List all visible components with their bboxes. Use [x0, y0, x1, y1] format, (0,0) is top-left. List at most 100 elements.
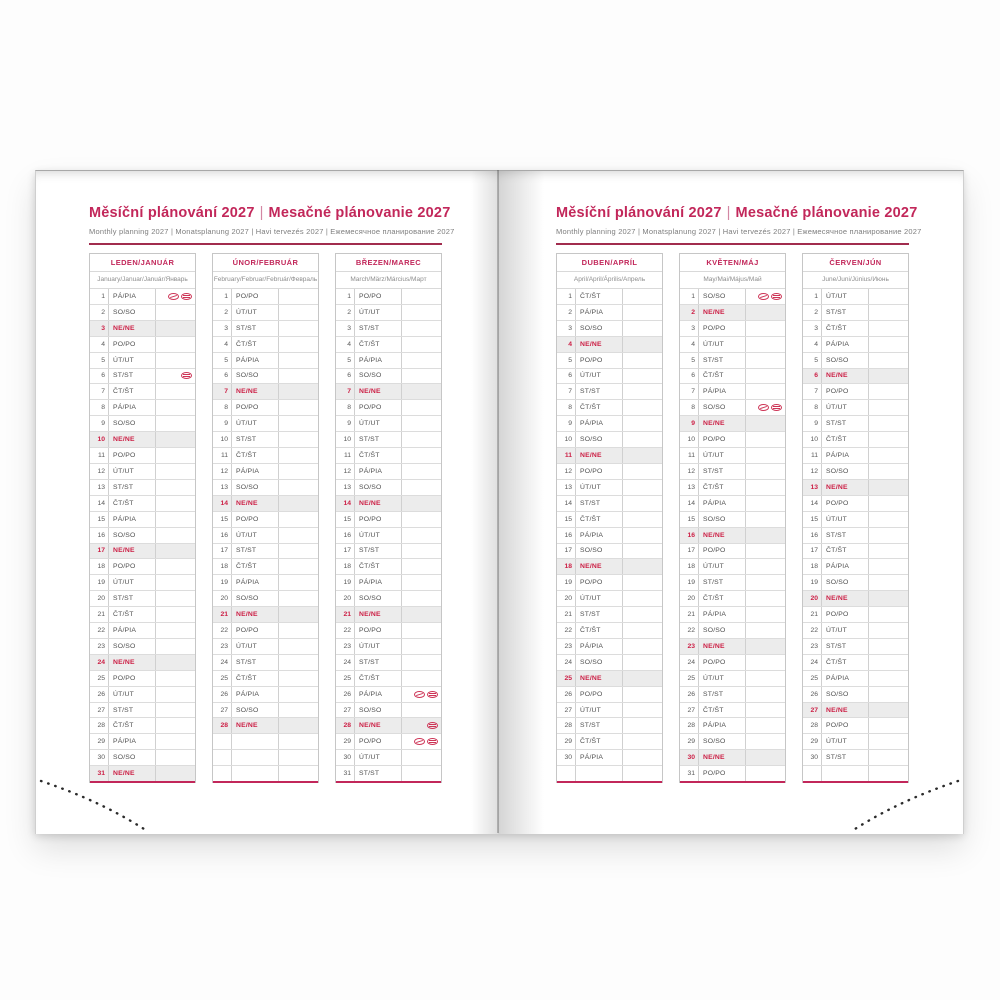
- day-row: 6 ČT/ŠT: [680, 368, 785, 385]
- day-notes-area: [156, 496, 195, 511]
- day-number: 16: [557, 527, 576, 543]
- day-number: [803, 766, 822, 782]
- day-number: 27: [90, 702, 109, 718]
- day-number: 4: [680, 336, 699, 352]
- day-notes-area: [279, 416, 318, 431]
- day-number: 1: [213, 289, 232, 304]
- month-subtitle: May/Mai/Május/Май: [680, 272, 785, 289]
- day-label: ST/ST: [232, 320, 279, 336]
- day-number: 29: [90, 734, 109, 750]
- day-row: 19 PO/PO: [557, 575, 662, 592]
- day-label: [232, 734, 279, 750]
- day-row: 4 ČT/ŠT: [336, 336, 441, 353]
- day-notes-area: [869, 750, 908, 765]
- day-number: 6: [90, 368, 109, 384]
- day-row: 18 PO/PO: [90, 559, 195, 576]
- day-number: 10: [557, 432, 576, 448]
- day-label: ST/ST: [699, 575, 746, 591]
- day-label: NE/NE: [355, 718, 402, 734]
- day-label: PO/PO: [109, 448, 156, 463]
- day-notes-area: [279, 718, 318, 733]
- corner-perforation-dots: [39, 779, 146, 831]
- day-row: 19 ÚT/UT: [90, 575, 195, 592]
- left-page-content: Měsíční plánování 2027 | Mesačné plánovani…: [89, 205, 454, 783]
- day-notes-area: [402, 480, 441, 495]
- day-notes-area: [279, 575, 318, 590]
- day-number: 29: [803, 734, 822, 750]
- day-notes-area: [746, 623, 785, 638]
- day-label: PÁ/PIA: [699, 384, 746, 400]
- day-label: PÁ/PIA: [576, 527, 623, 543]
- day-row: 15 PO/PO: [336, 511, 441, 528]
- day-row: 27 SO/SO: [336, 702, 441, 719]
- day-notes-area: [623, 671, 662, 686]
- day-notes-area: [869, 369, 908, 384]
- day-number: 14: [213, 495, 232, 511]
- day-label: NE/NE: [232, 607, 279, 623]
- day-notes-area: [402, 623, 441, 638]
- day-notes-area: [402, 496, 441, 511]
- day-row: 6 NE/NE: [803, 368, 908, 385]
- day-row: 3 PO/PO: [680, 320, 785, 337]
- day-notes-area: [402, 591, 441, 606]
- day-row: 17 ST/ST: [336, 543, 441, 560]
- day-number: 8: [557, 400, 576, 416]
- day-number: 31: [90, 766, 109, 782]
- day-notes-area: [402, 432, 441, 447]
- day-label: SO/SO: [109, 304, 156, 320]
- day-label: ČT/ŠT: [699, 368, 746, 384]
- day-number: 30: [680, 750, 699, 766]
- slovak-flag-icon: [427, 738, 438, 746]
- day-notes-area: [156, 591, 195, 606]
- day-row: 16 PÁ/PIA: [557, 527, 662, 544]
- day-label: PÁ/PIA: [576, 750, 623, 766]
- day-row: 28 ČT/ŠT: [90, 718, 195, 735]
- day-label: PO/PO: [576, 352, 623, 368]
- page-subtitle: Monthly planning 2027 | Monatsplanung 20…: [556, 227, 922, 236]
- day-row: 26 PO/PO: [557, 686, 662, 703]
- day-notes-area: [623, 480, 662, 495]
- day-notes-area: [156, 639, 195, 654]
- day-row: 6 SO/SO: [213, 368, 318, 385]
- day-label: PO/PO: [699, 432, 746, 448]
- day-row: 15 SO/SO: [680, 511, 785, 528]
- day-label: ÚT/UT: [822, 623, 869, 638]
- day-row: 20 SO/SO: [213, 591, 318, 608]
- day-number: 2: [213, 304, 232, 320]
- day-notes-area: [623, 591, 662, 606]
- day-notes-area: [623, 687, 662, 702]
- day-number: 17: [557, 543, 576, 559]
- day-row: 1 SO/SO: [680, 289, 785, 305]
- day-number: 4: [557, 336, 576, 352]
- day-row: 22 SO/SO: [680, 623, 785, 639]
- day-label: NE/NE: [355, 607, 402, 623]
- day-number: 6: [336, 368, 355, 384]
- day-number: 13: [336, 479, 355, 495]
- day-label: SO/SO: [576, 654, 623, 670]
- day-notes-area: [402, 353, 441, 368]
- day-notes-area: [156, 369, 195, 384]
- day-label: ST/ST: [822, 416, 869, 432]
- day-label: NE/NE: [576, 559, 623, 575]
- day-label: PÁ/PIA: [699, 718, 746, 734]
- month-grid: 1 PÁ/PIA 2 SO/SO 3 NE/NE 4 PO/PO 5 ÚT/UT 6 ST/ST 7 ČT…: [90, 289, 195, 783]
- day-label: ÚT/UT: [355, 750, 402, 766]
- day-row: 4 PO/PO: [90, 336, 195, 353]
- day-number: 5: [90, 352, 109, 368]
- day-notes-area: [402, 528, 441, 543]
- day-notes-area: [623, 432, 662, 447]
- month-table: LEDEN/JANUÁR January/Januar/Január/Январь…: [89, 253, 196, 783]
- day-row: 30 PÁ/PIA: [557, 750, 662, 767]
- day-number: 17: [680, 543, 699, 559]
- day-row: 22 PO/PO: [336, 623, 441, 639]
- day-label: ČT/ŠT: [576, 400, 623, 416]
- day-notes-area: [279, 432, 318, 447]
- day-row: 4 ČT/ŠT: [213, 336, 318, 353]
- day-label: ČT/ŠT: [576, 289, 623, 304]
- day-notes-area: [746, 671, 785, 686]
- day-notes-area: [156, 544, 195, 559]
- day-row: 9 PÁ/PIA: [557, 416, 662, 433]
- day-label: NE/NE: [109, 320, 156, 336]
- day-number: 8: [336, 400, 355, 416]
- day-label: SO/SO: [576, 320, 623, 336]
